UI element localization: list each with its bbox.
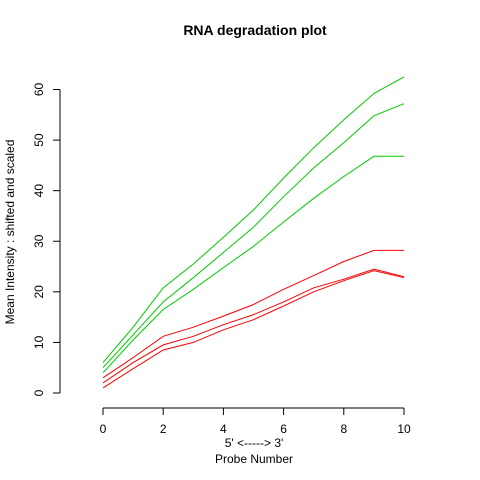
y-tick-label: 60	[32, 83, 46, 97]
chart-title: RNA degradation plot	[183, 22, 327, 38]
y-tick-label: 0	[32, 389, 46, 396]
series-line-5	[102, 268, 405, 384]
series-line-4	[102, 249, 404, 379]
y-tick-label: 20	[32, 285, 46, 299]
x-tick-label: 4	[220, 422, 227, 436]
y-tick-label: 10	[32, 335, 46, 349]
x-tick-label: 8	[340, 422, 347, 436]
series-line-2	[102, 103, 405, 369]
x-tick-label: 2	[160, 422, 167, 436]
series-group	[102, 76, 405, 389]
x-axis-label: Probe Number	[215, 452, 293, 466]
y-tick-label: 40	[32, 184, 46, 198]
series-line-3	[102, 155, 404, 374]
series-line-1	[102, 76, 405, 363]
y-axis-label: Mean Intensity : shifted and scaled	[3, 140, 17, 325]
y-tick-label: 30	[32, 234, 46, 248]
axes: 0 2 4 6 8 10 0 10 20 30 40 50 60	[32, 83, 411, 436]
x-tick-label: 6	[280, 422, 287, 436]
x-axis-label-direction: 5' <-----> 3'	[225, 436, 284, 450]
x-tick-label: 10	[397, 422, 411, 436]
x-tick-label: 0	[100, 422, 107, 436]
y-tick-label: 50	[32, 133, 46, 147]
series-line-6	[102, 270, 405, 389]
